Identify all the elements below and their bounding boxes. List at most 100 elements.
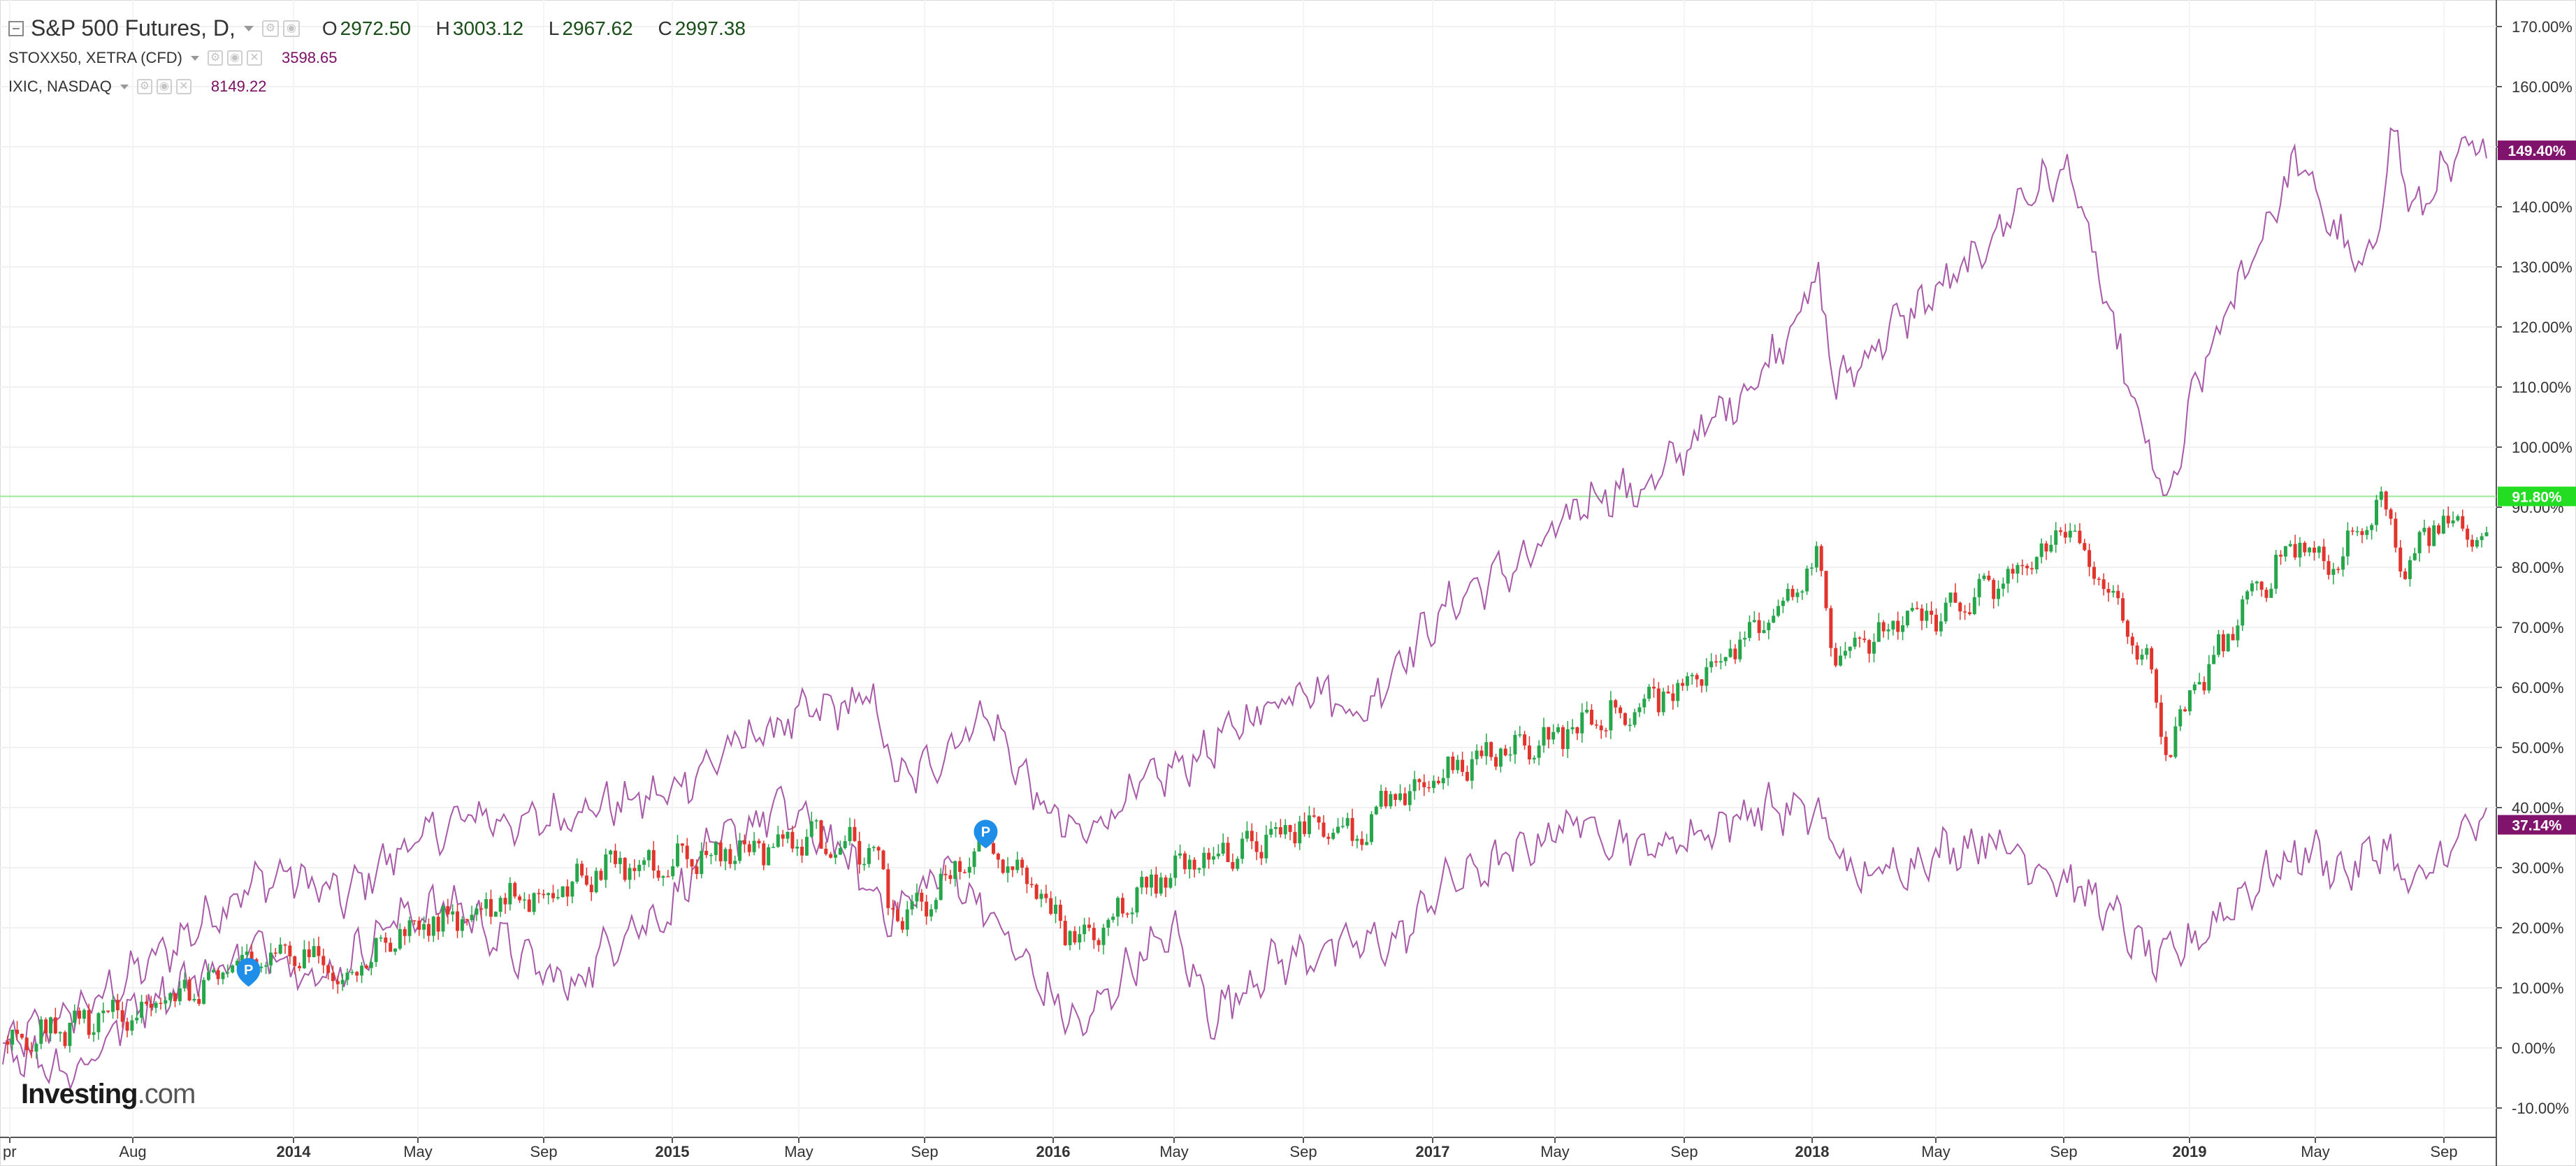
collapse-icon[interactable] bbox=[8, 20, 24, 36]
candle bbox=[2130, 636, 2134, 646]
x-tick-label: Sep bbox=[911, 1143, 938, 1160]
candle bbox=[2145, 648, 2149, 655]
candle bbox=[2125, 620, 2129, 637]
candle bbox=[1795, 592, 1800, 597]
candle bbox=[1436, 780, 1440, 784]
candle bbox=[565, 886, 570, 897]
hide-icon[interactable]: ◉ bbox=[226, 50, 243, 66]
settings-icon[interactable]: ⚙ bbox=[207, 50, 223, 66]
close-icon[interactable]: ✕ bbox=[246, 50, 262, 66]
candle bbox=[2049, 544, 2053, 552]
candle bbox=[135, 1017, 139, 1021]
candle bbox=[369, 962, 373, 968]
candle bbox=[661, 876, 665, 878]
candle bbox=[39, 1019, 43, 1044]
candle bbox=[762, 843, 766, 866]
candle bbox=[1781, 600, 1785, 606]
hide-icon[interactable]: ◉ bbox=[282, 20, 300, 37]
candle bbox=[2197, 682, 2201, 685]
candle bbox=[1125, 913, 1129, 915]
candle bbox=[240, 954, 244, 961]
candle bbox=[1570, 727, 1575, 729]
y-tick-label: -10.00% bbox=[2512, 1100, 2569, 1117]
settings-icon[interactable]: ⚙ bbox=[136, 79, 152, 94]
low-label: L bbox=[548, 17, 560, 39]
candle bbox=[1967, 612, 1971, 614]
main-symbol-label[interactable]: S&P 500 Futures, D, bbox=[31, 15, 236, 41]
candle bbox=[465, 919, 469, 921]
candle bbox=[1709, 661, 1714, 668]
candle bbox=[2461, 516, 2465, 529]
candle bbox=[1623, 713, 1627, 725]
candle bbox=[106, 1010, 110, 1012]
candle bbox=[144, 1001, 148, 1004]
candle bbox=[2083, 543, 2087, 551]
candle bbox=[1718, 661, 1723, 663]
ohlc-values: O 2972.50 H 3003.12 L 2967.62 C 2997.38 bbox=[322, 17, 765, 40]
candle bbox=[2068, 530, 2072, 538]
candle bbox=[206, 972, 210, 980]
x-tick-label: 2018 bbox=[1795, 1143, 1830, 1160]
compare1-symbol-label[interactable]: STOXX50, XETRA (CFD) bbox=[8, 49, 182, 66]
candle bbox=[776, 834, 780, 847]
candle bbox=[317, 946, 321, 956]
candle bbox=[858, 840, 862, 865]
candle bbox=[1987, 575, 1991, 581]
candles-group bbox=[6, 486, 2489, 1059]
compare2-symbol-label[interactable]: IXIC, NASDAQ bbox=[8, 78, 112, 95]
price-badge-label: 149.40% bbox=[2508, 143, 2566, 159]
x-tick-label: 2019 bbox=[2173, 1143, 2207, 1160]
candle bbox=[1379, 791, 1383, 807]
candle bbox=[456, 911, 460, 931]
candle bbox=[1317, 817, 1321, 823]
candle bbox=[1049, 898, 1053, 914]
settings-icon[interactable]: ⚙ bbox=[261, 20, 279, 37]
dropdown-caret-icon[interactable] bbox=[190, 55, 199, 61]
candle bbox=[666, 876, 670, 877]
candle bbox=[646, 850, 651, 861]
candle bbox=[1475, 750, 1479, 759]
dropdown-caret-icon[interactable] bbox=[243, 25, 254, 31]
candle bbox=[268, 952, 273, 965]
candle bbox=[236, 961, 240, 965]
candle bbox=[1786, 588, 1790, 601]
candle bbox=[1360, 838, 1364, 845]
candle bbox=[1972, 597, 1976, 614]
candle bbox=[948, 875, 953, 880]
candle bbox=[197, 998, 201, 1004]
candle bbox=[403, 928, 407, 936]
candle bbox=[288, 945, 292, 956]
candle bbox=[1527, 745, 1531, 760]
y-tick-label: 10.00% bbox=[2512, 979, 2564, 997]
candle bbox=[2360, 531, 2364, 535]
candle bbox=[1594, 724, 1598, 726]
candle bbox=[1322, 822, 1326, 837]
candle bbox=[335, 981, 340, 984]
candle bbox=[1446, 756, 1450, 778]
y-tick-label: 110.00% bbox=[2512, 379, 2571, 396]
candle bbox=[771, 847, 775, 848]
candle bbox=[518, 896, 522, 901]
candle bbox=[1814, 546, 1818, 568]
candle bbox=[2274, 555, 2278, 589]
close-icon[interactable]: ✕ bbox=[175, 79, 191, 94]
x-tick-label: pr bbox=[3, 1143, 17, 1160]
hide-icon[interactable]: ◉ bbox=[156, 79, 172, 94]
candle bbox=[2231, 634, 2235, 641]
candle bbox=[1872, 641, 1876, 654]
candle bbox=[1456, 759, 1460, 771]
candle bbox=[407, 920, 412, 936]
candle bbox=[1925, 611, 1929, 621]
dropdown-caret-icon[interactable] bbox=[120, 84, 129, 89]
candle bbox=[2006, 569, 2010, 584]
candle bbox=[867, 847, 871, 864]
candle bbox=[312, 946, 316, 958]
candle bbox=[475, 908, 479, 915]
candle bbox=[1671, 693, 1675, 701]
candle bbox=[1642, 699, 1647, 708]
candle bbox=[1494, 757, 1498, 767]
candle bbox=[733, 861, 737, 864]
candle bbox=[436, 917, 440, 932]
